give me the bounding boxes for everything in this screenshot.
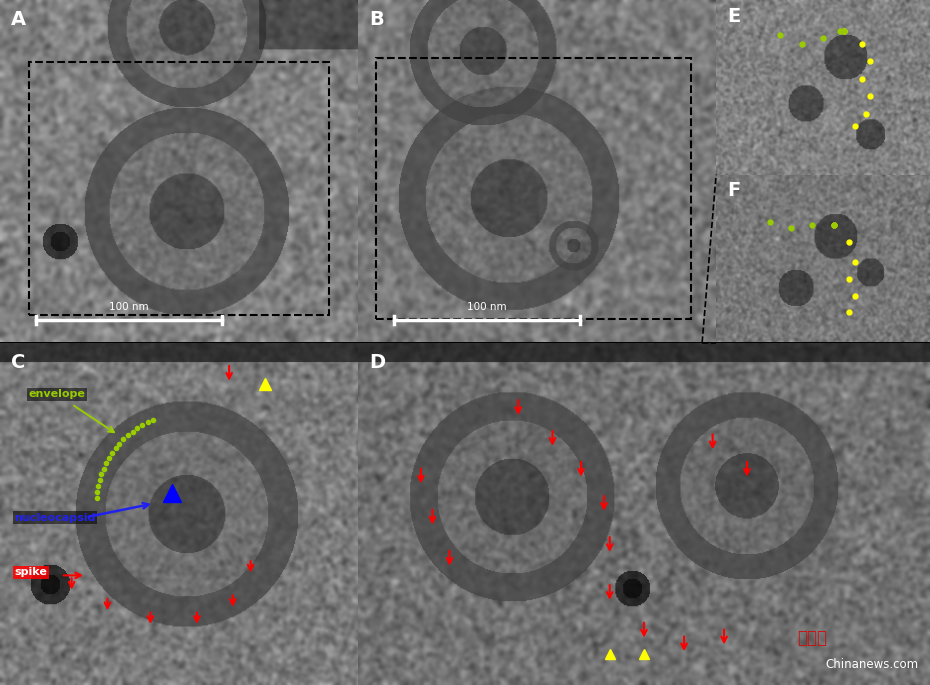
Text: D: D [369,353,386,372]
Text: E: E [727,7,740,26]
Text: C: C [11,353,25,372]
Text: envelope: envelope [29,389,86,399]
Text: 100 nm: 100 nm [467,301,507,312]
Bar [376,58,691,319]
Text: A: A [11,10,26,29]
Text: nucleocapsid: nucleocapsid [14,512,96,523]
Bar [29,62,329,315]
Text: spike: spike [14,567,47,577]
Text: B: B [369,10,383,29]
Text: 中新网: 中新网 [797,630,827,647]
Text: 100 nm: 100 nm [109,301,149,312]
Text: F: F [727,182,740,201]
Text: Chinanews.com: Chinanews.com [826,658,919,671]
